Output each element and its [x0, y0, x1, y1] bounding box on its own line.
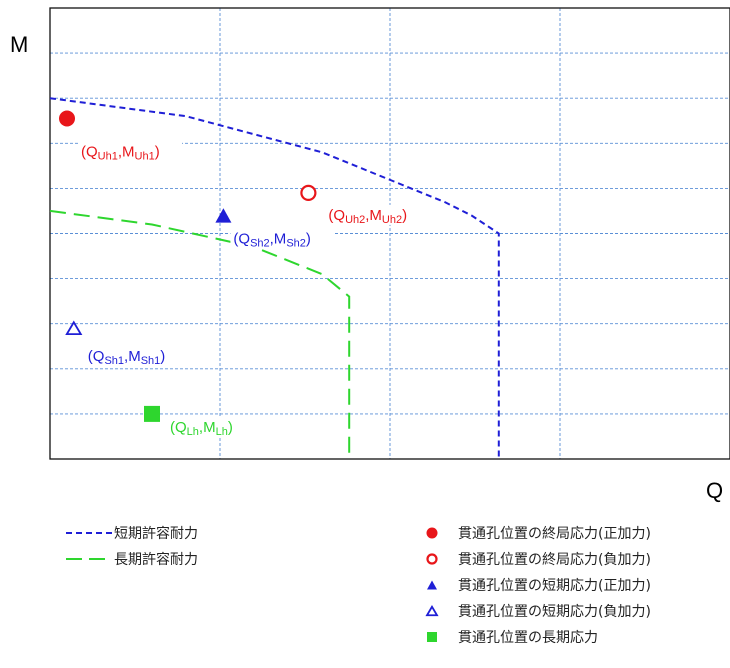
data-label: (QSh1,MSh1) [88, 348, 166, 367]
legend-label: 長期許容耐力 [114, 551, 198, 568]
data-label-text: (Q [170, 419, 187, 436]
data-label-text: ,M [365, 207, 382, 224]
data-label-subscript: Uh2 [382, 214, 402, 226]
data-label-background [230, 228, 335, 249]
data-label-subscript: Sh2 [250, 237, 270, 249]
legend-label: 短期許容耐力 [114, 525, 198, 542]
legend-label: 貫通孔位置の短期応力(正加力) [458, 578, 651, 594]
series-lines [49, 97, 500, 459]
data-label-background [84, 346, 189, 367]
data-label-text: ) [155, 143, 160, 160]
data-label-subscript: Uh1 [98, 150, 118, 162]
data-label-text: ,M [199, 419, 216, 436]
legend-marker [427, 632, 437, 642]
data-label: (QUh2,MUh2) [328, 207, 407, 226]
data-point-marker [144, 405, 160, 422]
data-label-subscript: Sh2 [286, 237, 306, 249]
data-point-marker [65, 320, 83, 336]
data-label-text: ) [228, 419, 233, 436]
data-label-subscript: Uh1 [135, 150, 155, 162]
x-axis-label: Q [706, 478, 723, 503]
legend-marker [427, 580, 437, 590]
data-label-text: (Q [328, 207, 345, 224]
data-point-marker [59, 110, 75, 127]
data-label-background [167, 416, 271, 437]
data-label-text: ) [306, 230, 311, 247]
y-axis-label: M [10, 32, 28, 57]
data-label-background [78, 141, 182, 162]
data-label-subscript: Lh [216, 426, 228, 438]
data-label-text: (Q [88, 348, 105, 365]
legend-marker [426, 553, 438, 565]
data-label-text: ,M [124, 348, 141, 365]
data-label-text: ) [402, 207, 407, 224]
data-label-text: (Q [81, 143, 98, 160]
series-line-short-term [49, 97, 500, 459]
data-label-text: ) [160, 348, 165, 365]
data-label-text: ,M [270, 230, 287, 247]
data-points [59, 110, 317, 422]
legend-label: 貫通孔位置の終局応力(正加力) [458, 526, 651, 542]
data-label-subscript: Lh [187, 426, 199, 438]
legend-label: 貫通孔位置の終局応力(負加力) [458, 552, 651, 568]
data-label-text: (Q [233, 230, 250, 247]
grid-lines [50, 8, 730, 459]
data-point-marker [300, 184, 317, 202]
data-label: (QSh2,MSh2) [233, 230, 311, 249]
data-label-subscript: Sh1 [141, 355, 161, 367]
data-point-marker [215, 208, 232, 223]
legend-marker [425, 604, 439, 617]
legend-label: 貫通孔位置の短期応力(負加力) [458, 604, 651, 620]
series-line-long-term [49, 209, 351, 459]
data-label-subscript: Sh1 [104, 355, 124, 367]
data-label: (QUh1,MUh1) [81, 143, 160, 162]
legend-label: 貫通孔位置の長期応力 [458, 630, 598, 646]
legend-marker [426, 527, 438, 539]
plot-area-frame [49, 7, 730, 460]
data-labels: (QUh1,MUh1)(QUh2,MUh2)(QSh2,MSh2)(QSh1,M… [78, 141, 430, 438]
data-label-subscript: Uh2 [345, 214, 365, 226]
data-label: (QLh,MLh) [170, 419, 233, 438]
data-label-text: ,M [118, 143, 135, 160]
data-label-background [325, 204, 430, 225]
